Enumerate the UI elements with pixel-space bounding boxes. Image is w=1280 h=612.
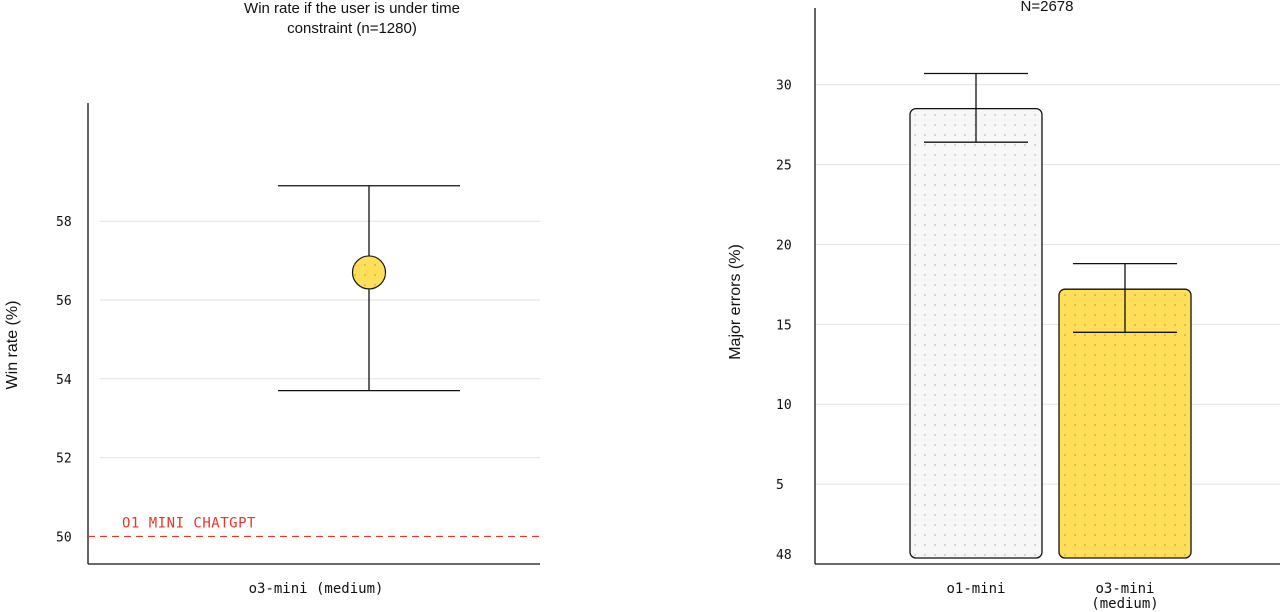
y-tick-label: 25 [776, 159, 792, 174]
y-tick-label: 50 [56, 530, 72, 545]
x-category-label: (medium) [1091, 596, 1158, 612]
x-category-label: o3-mini (medium) [249, 581, 384, 597]
y-axis-label: Major errors (%) [727, 244, 744, 360]
y-tick-label: 5 [776, 478, 784, 493]
y-tick-label: 56 [56, 294, 72, 309]
data-points [278, 185, 460, 392]
y-tick-label: 15 [776, 318, 792, 333]
x-category-label: o1-mini [946, 581, 1005, 597]
x-category-label: o3-mini [1095, 581, 1154, 597]
chart-title-line-1: Win rate if the user is under time [244, 0, 460, 17]
bar-texture [911, 109, 1041, 557]
y-tick-label-bottom: 48 [776, 548, 792, 563]
win-rate-chart: Win rate if the user is under time const… [4, 0, 540, 597]
bar-texture [1060, 290, 1190, 557]
reference-line-label: O1 MINI CHATGPT [122, 515, 256, 531]
gridlines [815, 84, 1280, 485]
gridlines [100, 220, 540, 459]
chart-title: N=2678 [1021, 0, 1074, 15]
y-tick-label: 58 [56, 215, 72, 230]
y-axis-label: Win rate (%) [4, 301, 21, 390]
major-errors-chart: N=2678 5 10 15 20 25 30 48 o1-mini o3-mini(med… [727, 0, 1280, 612]
y-tick-labels: 5 10 15 20 25 30 [776, 79, 792, 493]
bars [909, 72, 1192, 559]
y-tick-label: 10 [776, 398, 792, 413]
chart-title-line-2: constraint (n=1280) [287, 20, 417, 37]
x-category-labels: o1-mini o3-mini(medium) [946, 581, 1158, 612]
y-tick-label: 52 [56, 452, 72, 467]
data-point-texture [352, 255, 386, 289]
y-tick-label: 30 [776, 79, 792, 94]
y-tick-label: 54 [56, 373, 72, 388]
y-tick-label: 20 [776, 238, 792, 253]
y-tick-labels: 50 52 54 56 58 [56, 215, 72, 545]
